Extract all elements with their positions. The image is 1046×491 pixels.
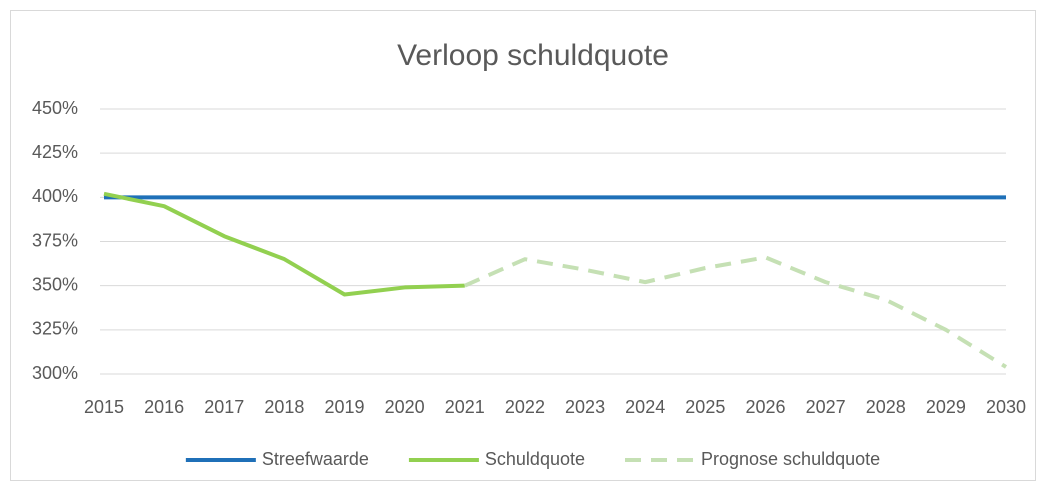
chart-title: Verloop schuldquote [397, 39, 669, 72]
x-tick-label: 2024 [625, 397, 665, 417]
y-tick-label: 375% [32, 230, 78, 250]
series-line [103, 191, 465, 297]
y-tick-label: 300% [32, 363, 78, 383]
x-tick-label: 2025 [685, 397, 725, 417]
x-tick-label: 2017 [204, 397, 244, 417]
legend-label: Prognose schuldquote [701, 449, 880, 469]
x-tick-label: 2028 [866, 397, 906, 417]
y-tick-label: 425% [32, 142, 78, 162]
x-tick-label: 2020 [385, 397, 425, 417]
x-tick-label: 2027 [806, 397, 846, 417]
x-tick-label: 2030 [986, 397, 1026, 417]
chart-border [10, 10, 1036, 481]
x-tick-label: 2021 [445, 397, 485, 417]
legend-label: Streefwaarde [262, 449, 369, 469]
x-tick-label: 2019 [325, 397, 365, 417]
x-tick-label: 2015 [84, 397, 124, 417]
x-tick-label: 2022 [505, 397, 545, 417]
y-tick-label: 325% [32, 319, 78, 339]
x-tick-label: 2023 [565, 397, 605, 417]
y-tick-label: 450% [32, 98, 78, 118]
legend-label: Schuldquote [485, 449, 585, 469]
series-line [463, 255, 1008, 369]
y-tick-label: 350% [32, 274, 78, 294]
x-tick-label: 2018 [264, 397, 304, 417]
x-tick-label: 2026 [745, 397, 785, 417]
y-tick-label: 400% [32, 186, 78, 206]
x-tick-label: 2016 [144, 397, 184, 417]
x-tick-label: 2029 [926, 397, 966, 417]
